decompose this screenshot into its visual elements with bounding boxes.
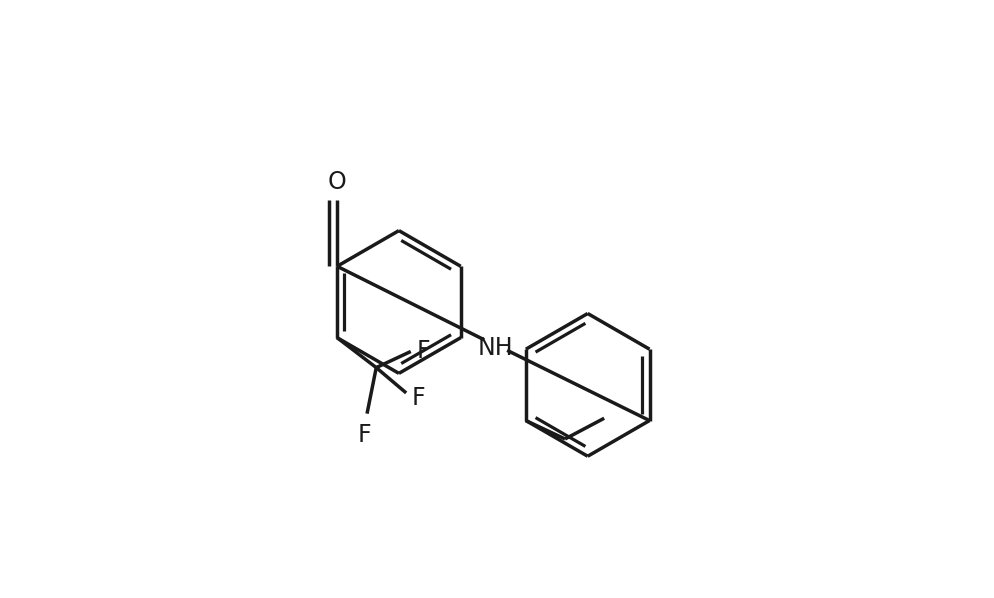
Text: F: F [416,340,430,364]
Text: NH: NH [478,336,514,360]
Text: O: O [328,170,347,194]
Text: F: F [358,423,372,447]
Text: F: F [412,386,425,410]
